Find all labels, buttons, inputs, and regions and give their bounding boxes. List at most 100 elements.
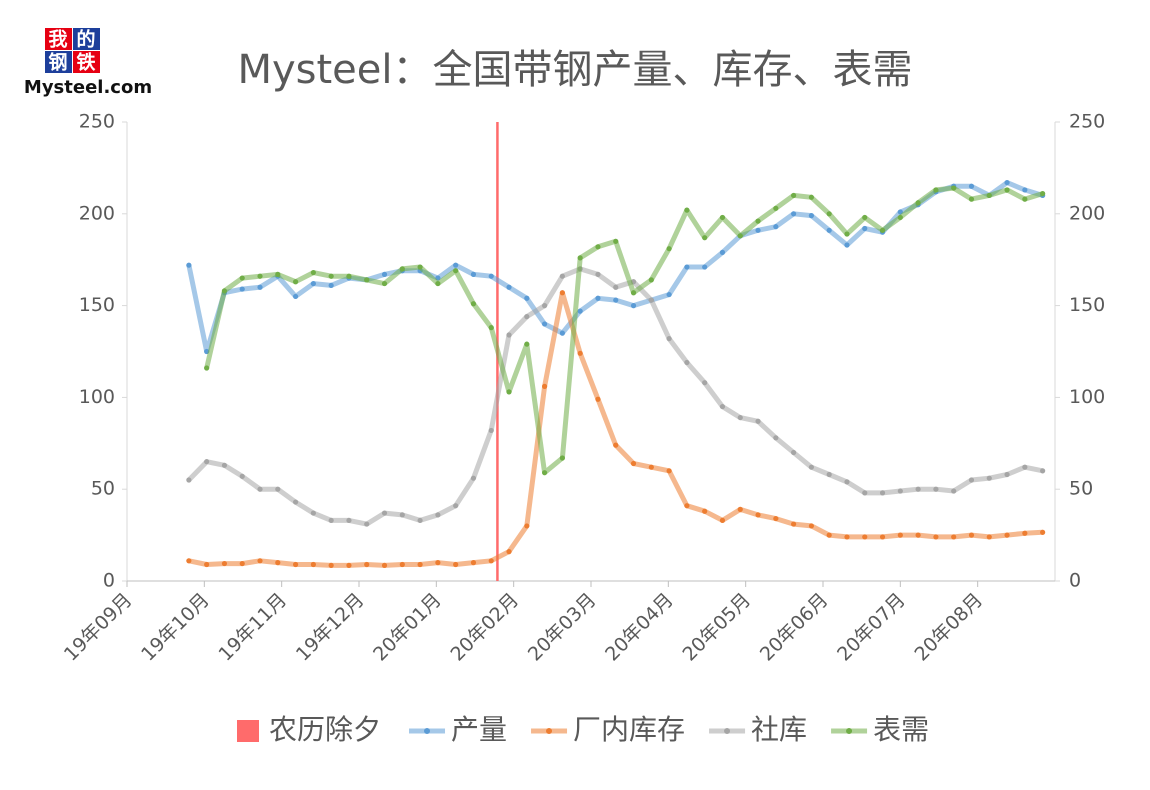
x-tick-label: 20年05月 (678, 589, 755, 666)
point (292, 499, 299, 505)
point (862, 225, 868, 232)
point (613, 442, 619, 448)
point (915, 200, 921, 206)
point (577, 255, 583, 261)
point (684, 503, 690, 509)
point (986, 534, 992, 540)
point (595, 295, 601, 301)
point (399, 266, 405, 272)
series-line (186, 266, 1046, 527)
point (826, 211, 832, 217)
point (453, 503, 459, 509)
y2-tick-label: 150 (1069, 294, 1105, 316)
point (951, 534, 957, 540)
point (773, 515, 779, 522)
point (310, 510, 316, 516)
point (897, 532, 903, 538)
point (951, 488, 957, 494)
point (826, 471, 832, 478)
legend-dot (846, 728, 853, 734)
point (542, 321, 548, 327)
point (328, 562, 334, 568)
point (879, 534, 886, 540)
legend-dot (546, 728, 553, 734)
point (310, 561, 316, 568)
point (559, 455, 565, 461)
point (364, 277, 370, 283)
point (381, 280, 388, 287)
point (364, 521, 370, 527)
point (808, 194, 815, 200)
point (275, 560, 281, 566)
point (470, 301, 477, 307)
y-tick-label: 0 (103, 570, 115, 592)
point (470, 560, 477, 566)
point (310, 280, 316, 287)
point (737, 506, 743, 512)
point (702, 380, 708, 386)
point (755, 418, 761, 424)
point (470, 475, 477, 481)
point (613, 284, 619, 290)
y-tick-label: 50 (91, 478, 115, 500)
point (897, 214, 903, 221)
point (328, 273, 334, 279)
point (204, 561, 210, 568)
point (1004, 187, 1010, 193)
point (826, 227, 832, 233)
point (808, 523, 815, 529)
x-tick-label: 19年12月 (292, 589, 369, 666)
point (328, 282, 334, 289)
point (986, 475, 992, 481)
point (257, 558, 263, 564)
point (791, 192, 797, 199)
point (844, 479, 850, 485)
point (933, 486, 939, 492)
x-tick-label: 20年08月 (910, 589, 987, 666)
point (968, 532, 975, 538)
point (221, 462, 228, 468)
point (933, 534, 939, 540)
legend-label: 厂内库存 (573, 713, 685, 746)
legend-dot (424, 728, 431, 734)
point (275, 486, 281, 492)
point (666, 468, 672, 474)
point (773, 205, 779, 211)
point (186, 477, 192, 483)
point (524, 523, 530, 529)
point (595, 271, 601, 277)
logo-char: 钢 (48, 52, 67, 74)
point (613, 297, 619, 303)
point (648, 297, 654, 303)
point (346, 273, 352, 279)
point (630, 290, 637, 296)
x-tick-label: 20年06月 (756, 589, 833, 666)
point (453, 268, 459, 274)
point (719, 517, 726, 524)
x-tick-label: 20年03月 (524, 589, 601, 666)
point (1022, 196, 1028, 202)
point (915, 486, 921, 492)
point (613, 238, 619, 244)
point (666, 336, 672, 342)
point (524, 341, 530, 347)
point (862, 214, 868, 221)
point (826, 532, 832, 538)
point (577, 350, 583, 356)
y-tick-label: 200 (79, 202, 115, 224)
logo-char: 的 (76, 28, 95, 51)
logo-block (73, 51, 100, 73)
point (737, 233, 743, 239)
point (986, 192, 992, 199)
point (453, 262, 459, 268)
point (186, 558, 192, 564)
y2-tick-label: 50 (1069, 478, 1093, 500)
point (381, 271, 388, 277)
y2-tick-label: 200 (1069, 202, 1105, 224)
point (1022, 530, 1028, 536)
legend-label: 表需 (873, 713, 929, 746)
point (524, 314, 530, 320)
point (773, 435, 779, 441)
legend-label: 产量 (451, 713, 507, 746)
